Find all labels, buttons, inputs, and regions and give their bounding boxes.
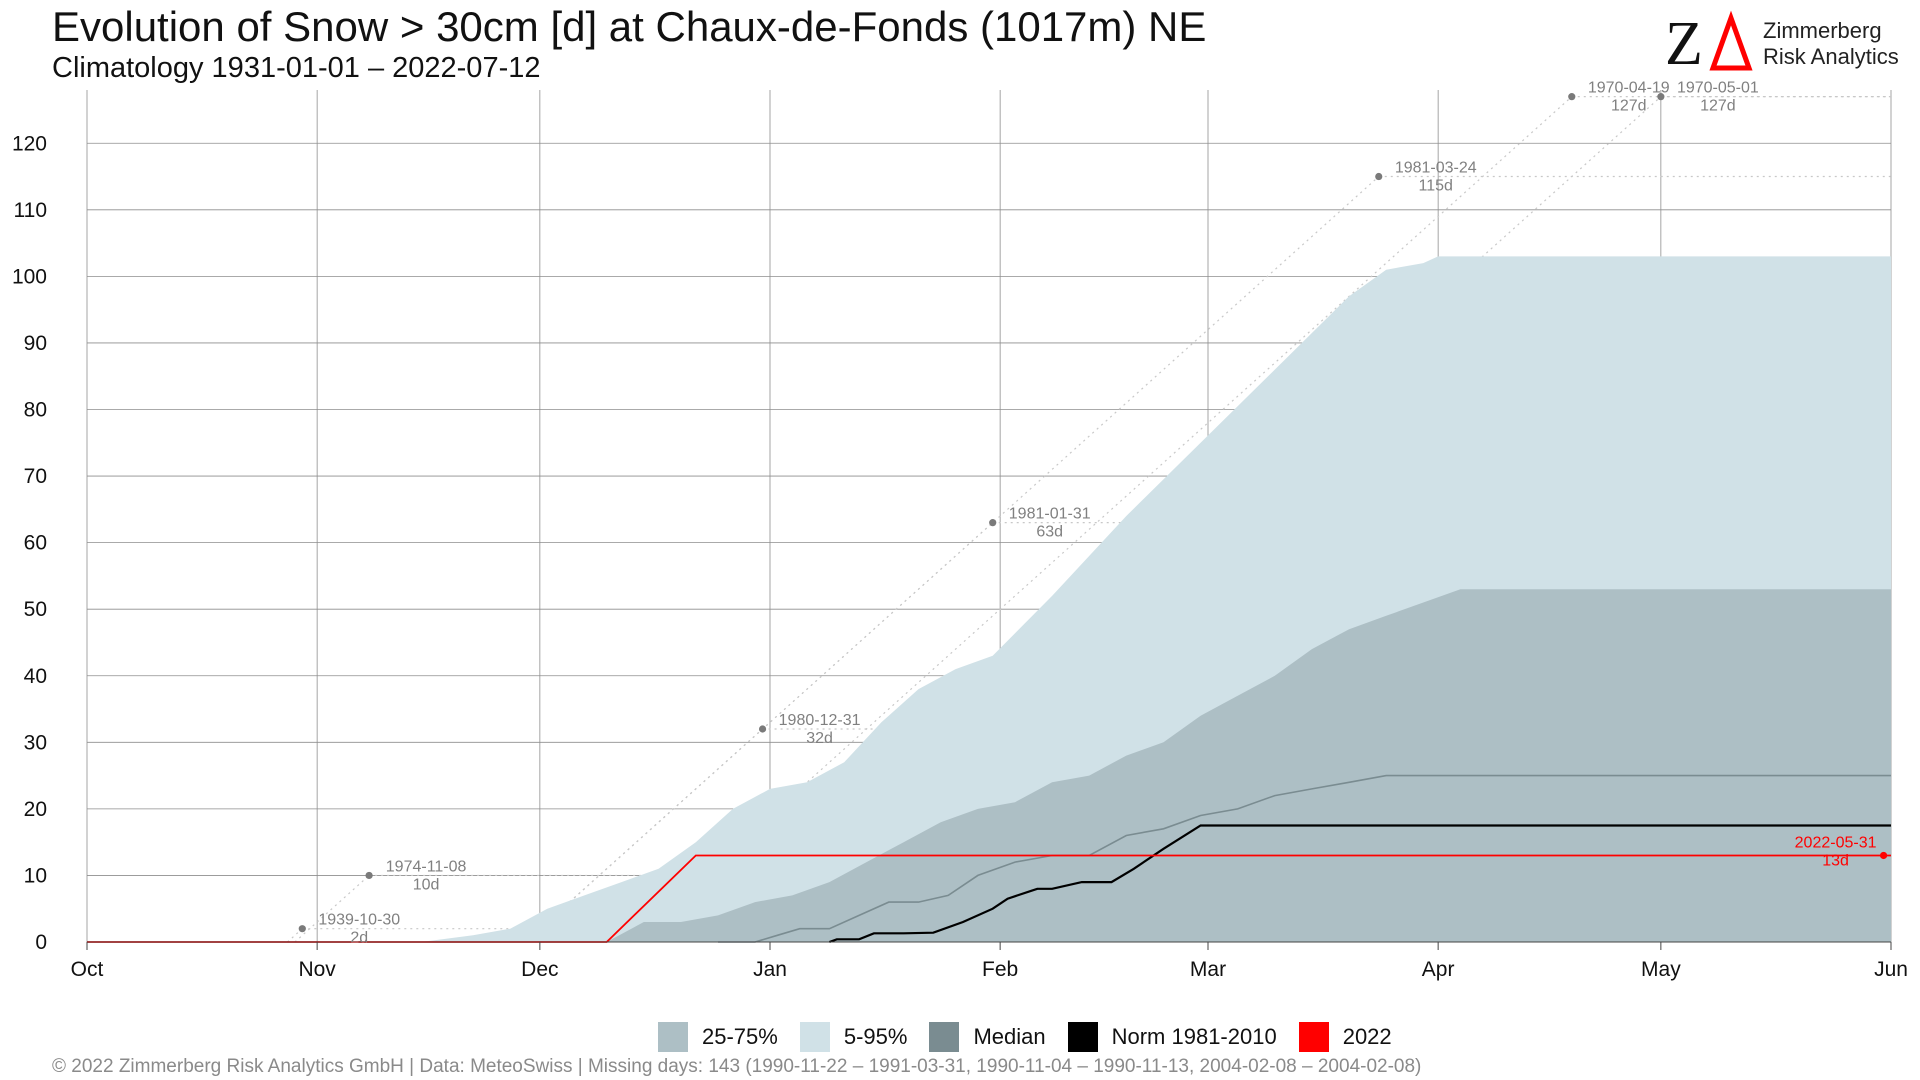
legend-swatch (1067, 1022, 1098, 1052)
legend-item: 5-95% (799, 1022, 908, 1052)
legend-item: Norm 1981-2010 (1067, 1022, 1277, 1052)
line-norm-1981-2010 (829, 824, 1891, 944)
y-tick-label: 110 (14, 199, 47, 222)
annotation-value: 32d (806, 730, 833, 747)
legend-swatch (929, 1022, 960, 1052)
axes: 0 10 20 30 40 50 60 70 80 90 100 110 120 Oct Nov Dec Jan… (12, 132, 1908, 981)
annotation-date: 1970-05-01 (1677, 80, 1759, 97)
x-tick-label: Mar (1190, 958, 1226, 981)
y-tick-label: 50 (24, 598, 47, 621)
annotation-point (1568, 93, 1576, 101)
logo-mark-icon: Z (1665, 10, 1753, 74)
annotation-point (758, 725, 767, 733)
y-tick-label: 60 (24, 532, 47, 555)
annotation-point (989, 519, 997, 527)
annotation-value: 127d (1611, 98, 1647, 115)
legend: 25-75% 5-95% Median Norm 1981-2010 2022 (658, 1020, 1414, 1054)
legend-item: 2022 (1298, 1022, 1392, 1052)
legend-swatch (799, 1022, 830, 1052)
legend-label: Median (973, 1024, 1046, 1049)
x-tick-label: Apr (1422, 958, 1455, 981)
annotation-date: 1974-11-08 (386, 858, 467, 875)
line-median (718, 774, 1891, 943)
y-tick-label: 10 (24, 864, 47, 887)
y-tick-label: 120 (12, 132, 47, 155)
y-tick-label: 40 (24, 665, 47, 688)
annotation-point (1657, 93, 1665, 101)
x-tick-label: Dec (521, 958, 558, 981)
y-tick-label: 0 (35, 931, 47, 954)
annotation-point (1879, 851, 1888, 860)
legend-item: 25-75% (658, 1022, 778, 1052)
record-trail-rise (524, 176, 1380, 943)
chart-title: Evolution of Snow > 30cm [d] at Chaux-de… (52, 3, 1207, 50)
annotation-point (365, 871, 373, 880)
annotation-value: 13d (1822, 852, 1849, 869)
legend-swatch (658, 1022, 688, 1052)
legend-label: 25-75% (702, 1024, 778, 1049)
percentile-bands (421, 256, 1892, 942)
footer-credits: © 2022 Zimmerberg Risk Analytics GmbH | … (52, 1056, 1422, 1077)
annotation-date: 1939-10-30 (318, 912, 400, 929)
y-tick-label: 30 (24, 731, 47, 754)
record-trail-rise (294, 874, 370, 943)
y-tick-label: 100 (12, 265, 47, 288)
annotation-value: 63d (1036, 524, 1063, 541)
y-tick-label: 70 (24, 465, 47, 488)
annotation-value: 2d (350, 930, 368, 947)
annotation-date: 2022-05-31 (1795, 834, 1877, 851)
annotation-date: 1970-04-19 (1588, 80, 1670, 97)
annotation-date: 1981-03-24 (1395, 160, 1477, 177)
legend-label: 2022 (1342, 1024, 1392, 1049)
annotation-date: 1980-12-31 (779, 712, 861, 729)
x-tick-label: Jun (1874, 958, 1908, 981)
x-tick-label: May (1641, 958, 1681, 981)
x-tick-label: Feb (982, 958, 1018, 981)
x-tick-label: Nov (298, 958, 336, 981)
company-logo: Z Zimmerberg Risk Analytics (1665, 10, 1905, 74)
legend-item: Median (929, 1022, 1046, 1052)
annotation-point (1375, 172, 1383, 181)
svg-text:Z: Z (1665, 10, 1703, 74)
y-tick-label: 20 (24, 798, 47, 821)
annotation-point (298, 925, 306, 933)
x-tick-label: Jan (753, 958, 787, 981)
logo-line-2: Risk Analytics (1763, 44, 1899, 69)
annotation-value: 10d (413, 876, 440, 893)
annotation-value: 115d (1419, 178, 1453, 195)
x-tick-label: Oct (71, 958, 104, 981)
chart-subtitle: Climatology 1931-01-01 – 2022-07-12 (52, 52, 541, 84)
annotation-value: 127d (1700, 98, 1736, 115)
annotation-date: 1981-01-31 (1009, 506, 1091, 523)
band-25-75- (606, 589, 1892, 942)
logo-line-1: Zimmerberg (1763, 18, 1882, 43)
legend-label: Norm 1981-2010 (1111, 1024, 1277, 1049)
y-tick-label: 90 (24, 332, 47, 355)
y-tick-label: 80 (24, 399, 47, 422)
legend-label: 5-95% (843, 1024, 908, 1049)
legend-swatch (1298, 1022, 1329, 1052)
